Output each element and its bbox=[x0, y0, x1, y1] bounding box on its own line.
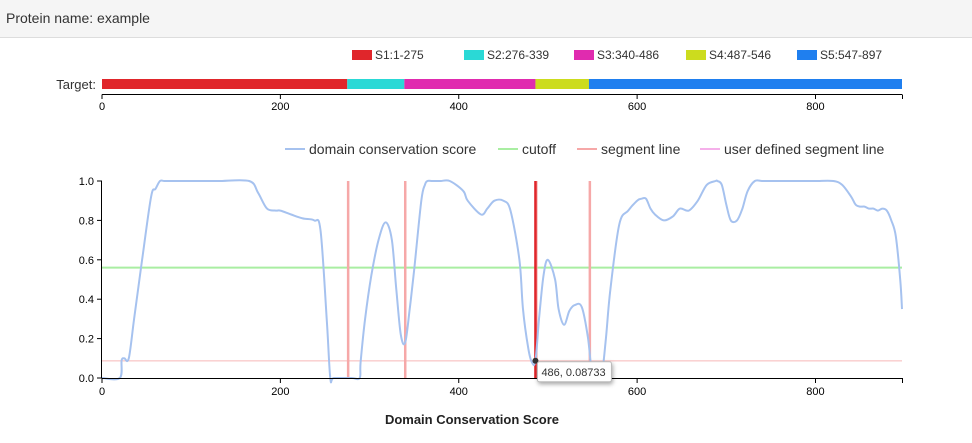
chart-legend-label: cutoff bbox=[522, 141, 556, 157]
segment-legend-swatch bbox=[464, 50, 484, 60]
segment-legend-swatch bbox=[352, 50, 372, 60]
y-axis-tick-label: 0.6 bbox=[79, 255, 94, 267]
target-axis-tick-label: 400 bbox=[450, 101, 468, 113]
x-axis-tick-label: 200 bbox=[271, 386, 289, 398]
x-axis-tick-label: 400 bbox=[450, 386, 468, 398]
y-axis-tick-label: 0.2 bbox=[79, 334, 94, 346]
protein-name-title: Protein name: example bbox=[6, 10, 150, 26]
target-label: Target: bbox=[56, 77, 96, 92]
segment-legend-label: S3:340-486 bbox=[597, 48, 659, 62]
chart-legend-label: user defined segment line bbox=[724, 141, 885, 157]
segment-legend-label: S1:1-275 bbox=[375, 48, 424, 62]
header-bar: Protein name: example bbox=[0, 0, 972, 38]
target-axis-tick-label: 0 bbox=[99, 101, 105, 113]
x-axis-tick-label: 800 bbox=[806, 386, 824, 398]
target-segment-bar[interactable] bbox=[535, 79, 589, 89]
chart-legend-label: domain conservation score bbox=[309, 141, 477, 157]
segment-legend-label: S5:547-897 bbox=[820, 48, 882, 62]
segment-legend-label: S4:487-546 bbox=[709, 48, 771, 62]
x-axis-title: Domain Conservation Score bbox=[385, 412, 559, 427]
y-axis-tick-label: 0.4 bbox=[79, 294, 94, 306]
y-axis-tick-label: 1.0 bbox=[79, 176, 94, 188]
segment-legend-label: S2:276-339 bbox=[487, 48, 549, 62]
x-axis-tick-label: 600 bbox=[628, 386, 646, 398]
target-axis-tick-label: 200 bbox=[271, 101, 289, 113]
chart-legend-label: segment line bbox=[601, 141, 681, 157]
target-axis-tick-label: 600 bbox=[628, 101, 646, 113]
tooltip-point[interactable] bbox=[532, 357, 539, 364]
target-segment-bar[interactable] bbox=[102, 79, 348, 89]
tooltip-text: 486, 0.08733 bbox=[541, 367, 605, 379]
target-segment-bar[interactable] bbox=[404, 79, 536, 89]
conservation-score-line bbox=[101, 179, 903, 384]
y-axis-tick-label: 0.0 bbox=[79, 373, 94, 385]
target-segment-bar[interactable] bbox=[588, 79, 902, 89]
y-axis-tick-label: 0.8 bbox=[79, 215, 94, 227]
x-axis-tick-label: 0 bbox=[99, 386, 105, 398]
segment-legend-swatch bbox=[574, 50, 594, 60]
segment-legend-swatch bbox=[797, 50, 817, 60]
target-segment-bar[interactable] bbox=[347, 79, 405, 89]
tooltip-box bbox=[536, 361, 612, 383]
segment-legend-swatch bbox=[686, 50, 706, 60]
target-axis-tick-label: 800 bbox=[806, 101, 824, 113]
